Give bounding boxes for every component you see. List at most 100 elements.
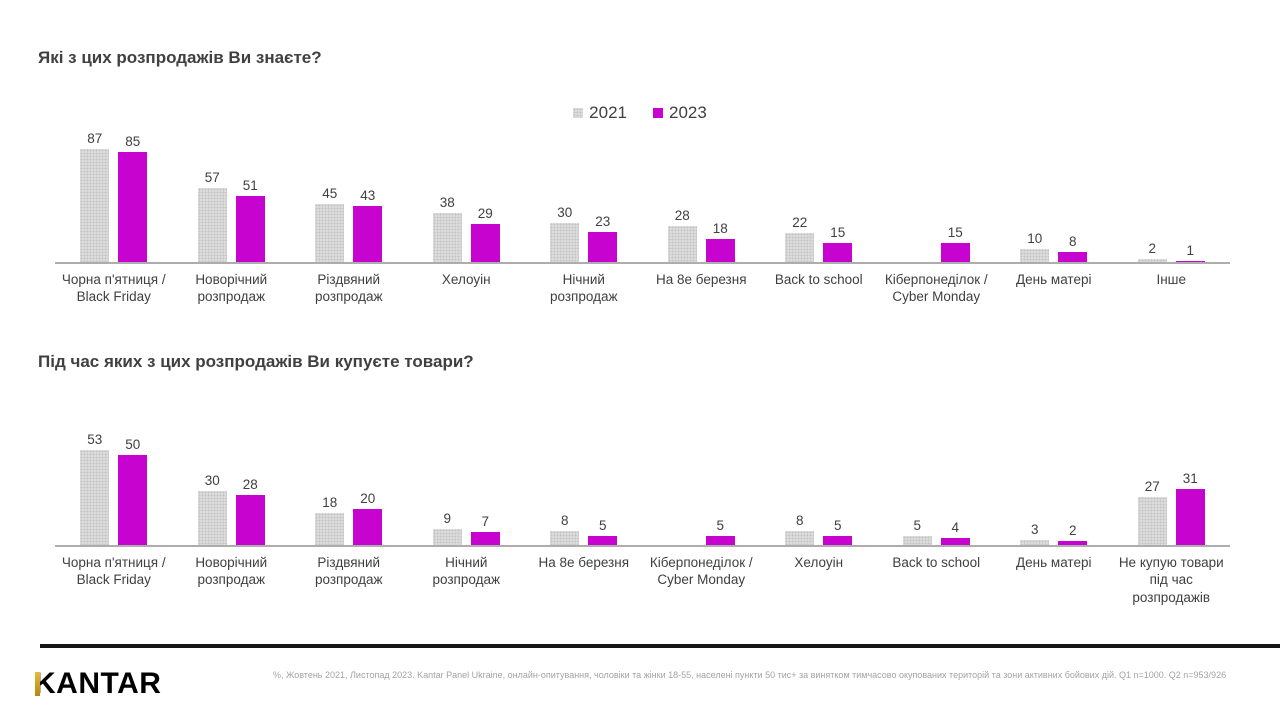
- bar-2021: [197, 188, 227, 262]
- category-label: Кіберпонеділок / Cyber Monday: [884, 272, 988, 305]
- bar-value-label: 57: [204, 170, 220, 185]
- bar-slot-2021: 2: [1137, 125, 1167, 262]
- bar-2023: [353, 206, 383, 262]
- category-label: Нічний розпродаж: [432, 555, 501, 588]
- kantar-logo-text: KANTAR: [34, 667, 162, 700]
- bar-slot-2023: 5: [705, 425, 735, 545]
- bar-value-label: 38: [439, 195, 455, 210]
- bar-group: 10 8: [995, 125, 1113, 262]
- bar-slot-2021: 22: [785, 125, 815, 262]
- bar-slot-2023: 7: [470, 425, 500, 545]
- bar-group: 45 43: [290, 125, 408, 262]
- bar-group: 53 50: [55, 425, 173, 545]
- bar-slot-2023: 15: [823, 125, 853, 262]
- bar-slot-2021: 53: [80, 425, 110, 545]
- bar-value-label: 10: [1027, 231, 1043, 246]
- category-label: Новорічний розпродаж: [195, 272, 268, 305]
- bar-slot-2023: 23: [588, 125, 618, 262]
- bar-value-label: 23: [595, 214, 611, 229]
- chart1-title: Які з цих розпродажів Ви знаєте?: [38, 48, 322, 67]
- legend-item-2021: 2021: [573, 103, 627, 123]
- bar-2021: [432, 213, 462, 262]
- kantar-logo-gold-mark: [35, 672, 40, 696]
- bar-value-label: 20: [360, 491, 376, 506]
- bar-value-label: 5: [716, 518, 724, 533]
- chart-legend: 2021 2023: [0, 103, 1280, 123]
- bar-2021: [1137, 259, 1167, 262]
- bar-value-label: 85: [125, 134, 141, 149]
- bar-2021: [432, 529, 462, 545]
- bar-group: 87 85: [55, 125, 173, 262]
- bar-2023: [470, 532, 500, 545]
- bar-slot-2023: 28: [235, 425, 265, 545]
- bar-slot-2023: 8: [1058, 125, 1088, 262]
- bar-2023: [235, 196, 265, 262]
- bar-slot-2021: 45: [315, 125, 345, 262]
- bar-2021: [80, 450, 110, 545]
- bar-2023: [235, 495, 265, 545]
- legend-swatch-2021: [573, 108, 584, 118]
- bar-slot-2021: 9: [432, 425, 462, 545]
- bar-value-label: 2: [1068, 523, 1077, 538]
- category-labels-row: Чорна п'ятниця / Black Friday Новорічний …: [55, 547, 1230, 606]
- bar-slot-2023: 2: [1058, 425, 1088, 545]
- bar-2023: [353, 509, 383, 545]
- bar-slot-2021: 28: [667, 125, 697, 262]
- bar-value-label: 5: [833, 518, 842, 533]
- kantar-logo: KANTAR: [34, 667, 161, 701]
- bar-slot-2021: 57: [197, 125, 227, 262]
- bar-slot-2023: 5: [823, 425, 853, 545]
- bar-2021: [667, 226, 697, 262]
- category-labels-row: Чорна п'ятниця / Black Friday Новорічний …: [55, 264, 1230, 306]
- bars-row: 87 85 57 51 45 43 38 29 30 23 28 18 22 15 15 10 8 2 1: [55, 125, 1230, 264]
- bar-group: 15: [878, 125, 996, 262]
- bar-value-label: 30: [204, 473, 220, 488]
- bar-2021: [550, 223, 580, 262]
- bar-value-label: 7: [481, 514, 489, 529]
- legend-label: 2021: [589, 103, 627, 122]
- category-label: Кіберпонеділок / Cyber Monday: [649, 555, 753, 588]
- bar-group: 27 31: [1113, 425, 1231, 545]
- bar-2023: [705, 239, 735, 262]
- bar-slot-2023: 4: [940, 425, 970, 545]
- bar-2021: [80, 149, 110, 262]
- category-label: Нічний розпродаж: [550, 272, 618, 305]
- bar-slot-2021: 38: [432, 125, 462, 262]
- category-label: Чорна п'ятниця / Black Friday: [61, 272, 166, 305]
- bar-value-label: 4: [951, 520, 959, 535]
- bar-2023: [940, 243, 970, 262]
- bar-value-label: 45: [322, 186, 338, 201]
- category-label: Back to school: [774, 272, 863, 287]
- bar-slot-2021: 30: [550, 125, 580, 262]
- bar-value-label: 15: [830, 225, 846, 240]
- bar-2021: [197, 491, 227, 545]
- bar-value-label: 51: [242, 178, 258, 193]
- bar-value-label: 43: [360, 188, 376, 203]
- bar-slot-2023: 43: [353, 125, 383, 262]
- bar-slot-2023: 5: [588, 425, 618, 545]
- category-label: Різдвяний розпродаж: [315, 555, 383, 588]
- bar-group: 30 23: [525, 125, 643, 262]
- bar-group: 30 28: [173, 425, 291, 545]
- bar-slot-2023: 15: [940, 125, 970, 262]
- bar-value-label: 28: [242, 477, 258, 492]
- category-label: День матері: [1016, 272, 1092, 287]
- bar-slot-2021: [668, 425, 697, 545]
- bar-slot-2021: 27: [1137, 425, 1167, 545]
- bar-group: 38 29: [408, 125, 526, 262]
- bar-value-label: 5: [913, 518, 921, 533]
- bar-slot-2021: 87: [80, 125, 110, 262]
- bar-value-label: 29: [477, 206, 493, 221]
- chart2-plot: 53 50 30 28 18 20 9 7 8 5 5 8 5 5 4 3 2 27 31 Чорна п'ятниц…: [55, 425, 1230, 606]
- bar-2023: [470, 224, 500, 262]
- bar-2023: [823, 536, 853, 545]
- bar-value-label: 8: [795, 513, 804, 528]
- category-label: День матері: [1016, 555, 1092, 570]
- footer-divider: [40, 644, 1280, 648]
- bar-2021: [1020, 540, 1050, 545]
- bar-2023: [118, 455, 148, 545]
- bar-slot-2021: [903, 125, 932, 262]
- bar-group: 18 20: [290, 425, 408, 545]
